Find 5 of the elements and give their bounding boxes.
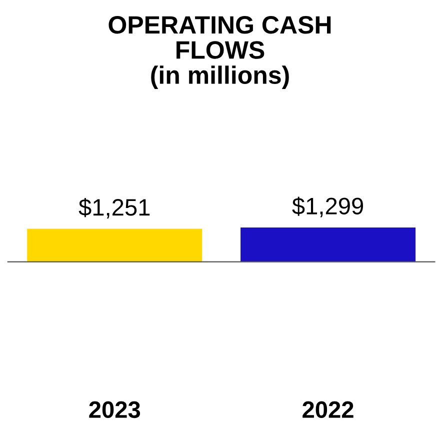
x-tick-label: 2022: [302, 401, 354, 418]
x-tick-label: 2023: [89, 401, 140, 418]
data-label: $1,299: [292, 196, 364, 218]
chart-title: OPERATING CASH FLOWS (in millions): [108, 16, 331, 89]
data-label: $1,251: [78, 198, 150, 218]
